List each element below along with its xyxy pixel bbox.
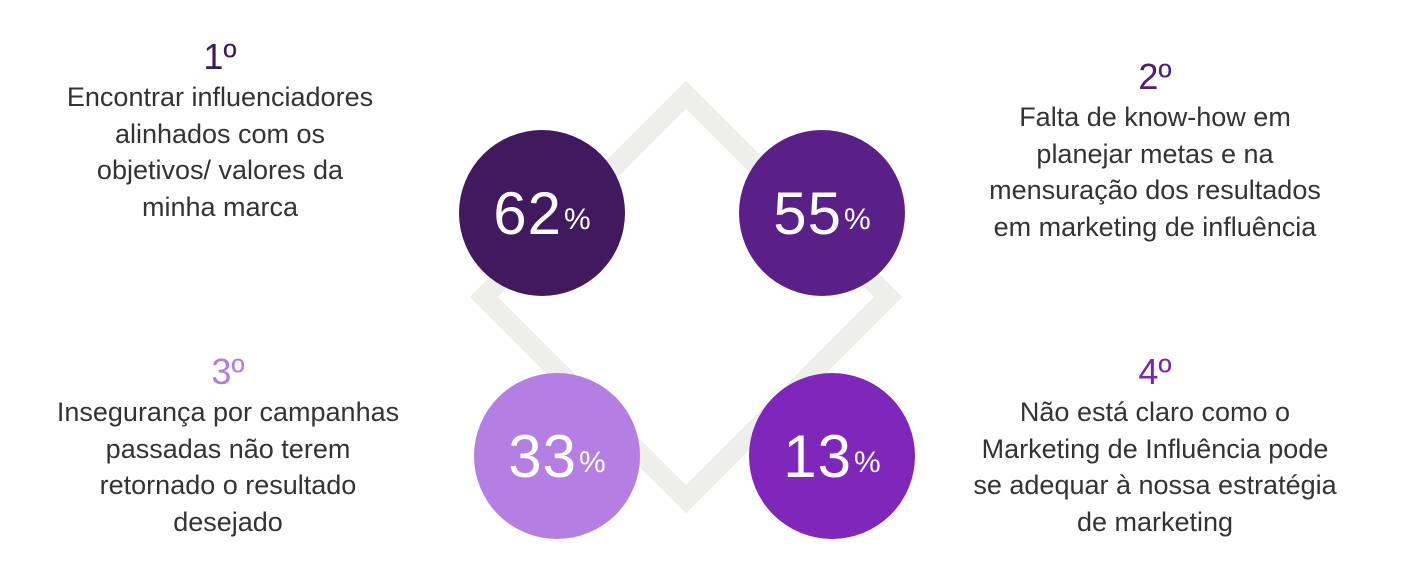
percent-circle-4: 13% (749, 373, 915, 539)
percent-value-2: 55 (773, 179, 843, 247)
description-2: Falta de know-how em planejar metas e na… (945, 99, 1365, 245)
percent-value-3: 33 (508, 422, 578, 490)
description-line: em marketing de influência (993, 211, 1317, 242)
description-4: Não está claro como o Marketing de Influ… (935, 394, 1375, 540)
percent-sign-2: % (844, 203, 871, 236)
percent-value-1: 62 (493, 179, 563, 247)
description-line: passadas não terem (105, 433, 351, 464)
description-line: desejado (173, 506, 283, 537)
description-line: Encontrar influenciadores (66, 82, 374, 112)
item-block-2: 2º Falta de know-how em planejar metas e… (945, 55, 1365, 245)
rank-label-2: 2º (1138, 56, 1172, 97)
percent-circle-2: 55% (739, 130, 905, 296)
description-line: retornado o resultado (99, 470, 357, 500)
percent-value-4: 13 (783, 422, 853, 490)
description-line: Não está claro como o (1019, 397, 1291, 427)
description-line: minha marca (141, 191, 299, 222)
description-line: planejar metas e na (1036, 138, 1274, 169)
description-line: de marketing (1076, 506, 1234, 537)
description-line: Marketing de Influência pode (981, 433, 1329, 464)
description-1: Encontrar influenciadores alinhados com … (20, 79, 420, 225)
item-block-3: 3º Insegurança por campanhas passadas nã… (10, 350, 446, 540)
percent-circle-1: 62% (459, 130, 625, 296)
item-block-1: 1º Encontrar influenciadores alinhados c… (20, 35, 420, 225)
rank-label-3: 3º (211, 351, 245, 392)
item-block-4: 4º Não está claro como o Marketing de In… (935, 350, 1375, 540)
description-line: mensuração dos resultados (989, 175, 1321, 205)
description-3: Insegurança por campanhas passadas não t… (10, 394, 446, 540)
description-line: Insegurança por campanhas (56, 397, 400, 427)
percent-sign-4: % (854, 446, 881, 479)
percent-circle-3: 33% (474, 373, 640, 539)
percent-sign-1: % (564, 203, 591, 236)
description-line: Falta de know-how em (1019, 102, 1291, 132)
description-line: alinhados com os (114, 118, 326, 149)
rank-label-1: 1º (203, 36, 237, 77)
rank-label-4: 4º (1138, 351, 1172, 392)
description-line: se adequar à nossa estratégia (973, 470, 1337, 500)
percent-sign-3: % (579, 446, 606, 479)
description-line: objetivos/ valores da (96, 155, 344, 185)
